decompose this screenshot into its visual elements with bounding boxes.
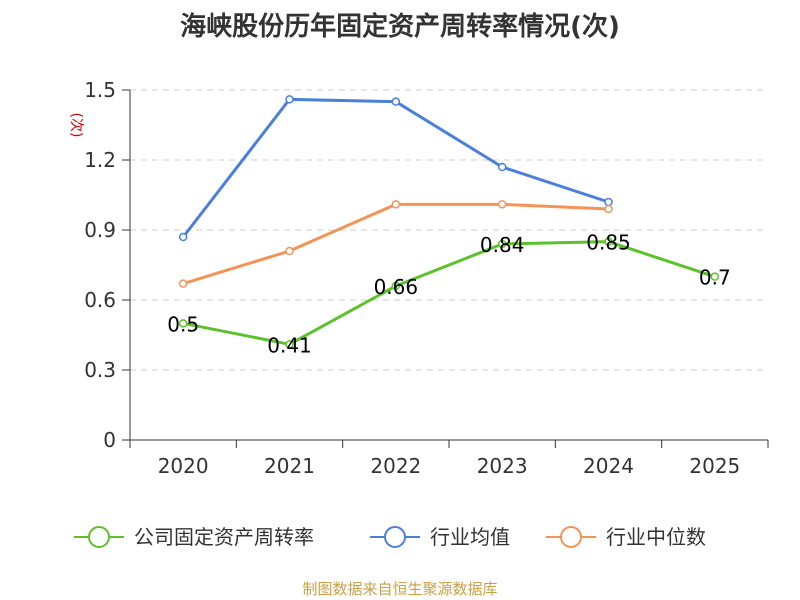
legend-label: 行业中位数 xyxy=(606,525,706,549)
data-point xyxy=(285,340,294,349)
legend-marker xyxy=(88,526,110,548)
data-point xyxy=(285,246,294,256)
source-note: 制图数据来自恒生聚源数据库 xyxy=(302,580,498,598)
data-point xyxy=(604,197,613,207)
data-point xyxy=(391,200,401,209)
legend-marker xyxy=(560,526,582,548)
data-point xyxy=(710,272,720,281)
data-point xyxy=(285,95,294,104)
y-axis-unit: (次) xyxy=(68,113,84,138)
data-point xyxy=(178,232,188,242)
y-tick-label: 0.6 xyxy=(84,288,116,312)
data-label: 0.85 xyxy=(586,231,631,255)
data-point xyxy=(497,239,507,249)
x-tick-label: 2025 xyxy=(689,454,740,478)
data-point xyxy=(604,237,613,246)
y-tick-label: 1.2 xyxy=(84,148,116,172)
x-tick-label: 2020 xyxy=(158,454,209,478)
data-point xyxy=(391,97,401,106)
y-tick-label: 0 xyxy=(103,428,116,452)
data-label: 0.5 xyxy=(167,312,199,336)
x-tick-label: 2022 xyxy=(370,454,421,478)
data-point xyxy=(497,200,507,209)
x-tick-label: 2023 xyxy=(477,454,528,478)
legend-marker xyxy=(384,526,406,548)
x-tick-label: 2021 xyxy=(264,454,315,478)
chart-title: 海峡股份历年固定资产周转率情况(次) xyxy=(180,12,620,42)
data-label: 0.7 xyxy=(699,266,731,290)
data-point xyxy=(178,319,188,328)
y-tick-label: 0.3 xyxy=(84,358,116,382)
legend-label: 公司固定资产周转率 xyxy=(134,525,314,549)
data-point xyxy=(178,279,188,288)
data-point xyxy=(497,162,507,172)
legend-label: 行业均值 xyxy=(430,525,510,549)
data-point xyxy=(604,204,613,214)
data-label: 0.84 xyxy=(480,233,525,257)
data-label: 0.41 xyxy=(267,333,312,357)
data-point xyxy=(391,281,401,291)
y-tick-label: 1.5 xyxy=(84,78,116,102)
data-label: 0.66 xyxy=(374,275,419,299)
y-tick-label: 0.9 xyxy=(84,218,116,242)
series-line xyxy=(181,97,609,238)
x-tick-label: 2024 xyxy=(583,454,634,478)
series-line xyxy=(182,240,716,346)
